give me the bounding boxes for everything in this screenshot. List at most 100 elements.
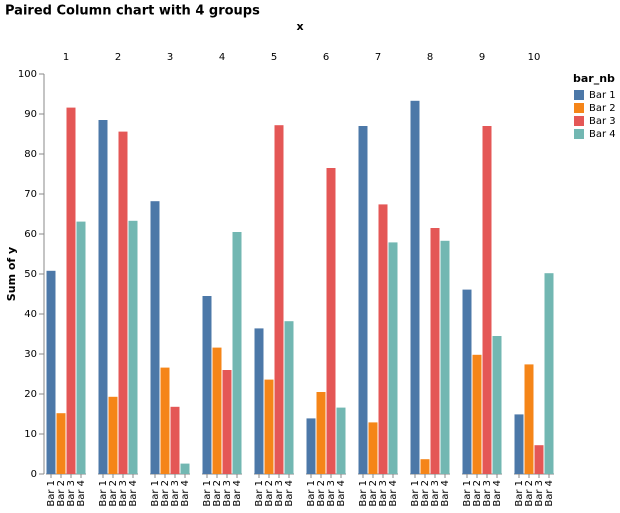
x-tick-label: Bar 2 bbox=[368, 480, 379, 507]
x-tick-label: Bar 1 bbox=[462, 480, 473, 507]
x-tick-label: Bar 4 bbox=[232, 480, 243, 507]
bar bbox=[368, 422, 378, 474]
column-header: 4 bbox=[219, 52, 225, 63]
x-tick-label: Bar 2 bbox=[316, 480, 327, 507]
x-tick-label: Bar 2 bbox=[472, 480, 483, 507]
bar bbox=[128, 220, 138, 474]
x-tick-label: Bar 4 bbox=[284, 480, 295, 507]
column-header: 2 bbox=[115, 52, 121, 63]
bar bbox=[440, 240, 450, 474]
bar bbox=[202, 296, 212, 474]
bar bbox=[222, 370, 232, 474]
y-tick-label: 100 bbox=[18, 69, 37, 80]
column-header: 1 bbox=[63, 52, 69, 63]
y-tick-label: 0 bbox=[31, 469, 37, 480]
bar bbox=[306, 418, 316, 474]
bar bbox=[98, 120, 108, 474]
bar bbox=[170, 406, 180, 474]
legend-label: Bar 4 bbox=[589, 129, 616, 140]
x-tick-label: Bar 3 bbox=[430, 480, 441, 507]
x-tick-label: Bar 4 bbox=[336, 480, 347, 507]
bar bbox=[284, 321, 294, 474]
legend-label: Bar 1 bbox=[589, 90, 616, 101]
bar bbox=[544, 273, 554, 474]
x-tick-label: Bar 1 bbox=[358, 480, 369, 507]
x-tick-label: Bar 2 bbox=[264, 480, 275, 507]
bar bbox=[378, 204, 388, 474]
bar bbox=[420, 459, 430, 474]
legend-label: Bar 2 bbox=[589, 103, 616, 114]
x-tick-label: Bar 3 bbox=[378, 480, 389, 507]
bar bbox=[160, 367, 170, 474]
legend-swatch bbox=[574, 116, 584, 126]
bar bbox=[76, 221, 86, 474]
bar bbox=[212, 347, 222, 474]
y-tick-label: 50 bbox=[24, 269, 37, 280]
bar bbox=[358, 126, 368, 474]
x-tick-label: Bar 4 bbox=[180, 480, 191, 507]
bar bbox=[150, 201, 160, 474]
x-tick-label: Bar 1 bbox=[514, 480, 525, 507]
x-tick-label: Bar 4 bbox=[440, 480, 451, 507]
x-tick-label: Bar 2 bbox=[524, 480, 535, 507]
x-tick-label: Bar 4 bbox=[388, 480, 399, 507]
x-tick-label: Bar 1 bbox=[306, 480, 317, 507]
x-tick-label: Bar 3 bbox=[118, 480, 129, 507]
x-tick-label: Bar 3 bbox=[170, 480, 181, 507]
x-tick-label: Bar 2 bbox=[212, 480, 223, 507]
bar bbox=[514, 414, 524, 474]
legend-swatch bbox=[574, 129, 584, 139]
bar bbox=[430, 228, 440, 474]
x-tick-label: Bar 1 bbox=[410, 480, 421, 507]
bar bbox=[326, 168, 336, 474]
x-tick-label: Bar 1 bbox=[98, 480, 109, 507]
x-tick-label: Bar 4 bbox=[76, 480, 87, 507]
bar bbox=[254, 328, 264, 474]
legend-label: Bar 3 bbox=[589, 116, 616, 127]
x-tick-label: Bar 4 bbox=[544, 480, 555, 507]
y-tick-label: 30 bbox=[24, 349, 37, 360]
column-header: 3 bbox=[167, 52, 173, 63]
legend-swatch bbox=[574, 90, 584, 100]
bar bbox=[336, 407, 346, 474]
chart-title: Paired Column chart with 4 groups bbox=[5, 4, 260, 19]
y-tick-label: 90 bbox=[24, 109, 37, 120]
bar bbox=[118, 131, 128, 474]
bar bbox=[462, 289, 472, 474]
legend-swatch bbox=[574, 103, 584, 113]
x-axis-title: x bbox=[296, 20, 303, 33]
x-tick-label: Bar 3 bbox=[66, 480, 77, 507]
x-tick-label: Bar 4 bbox=[128, 480, 139, 507]
column-header: 10 bbox=[528, 52, 541, 63]
x-tick-label: Bar 2 bbox=[420, 480, 431, 507]
bar bbox=[56, 413, 66, 474]
bar bbox=[232, 232, 242, 474]
x-tick-label: Bar 1 bbox=[150, 480, 161, 507]
x-tick-label: Bar 3 bbox=[482, 480, 493, 507]
x-tick-label: Bar 3 bbox=[222, 480, 233, 507]
y-axis-title: Sum of y bbox=[5, 247, 18, 301]
column-header: 9 bbox=[479, 52, 485, 63]
bar bbox=[482, 126, 492, 474]
x-tick-label: Bar 2 bbox=[108, 480, 119, 507]
x-tick-label: Bar 1 bbox=[46, 480, 57, 507]
bar bbox=[108, 396, 118, 474]
bar bbox=[316, 392, 326, 474]
y-tick-label: 10 bbox=[24, 429, 37, 440]
bar bbox=[46, 270, 56, 474]
x-tick-label: Bar 2 bbox=[56, 480, 67, 507]
bar bbox=[274, 125, 284, 474]
column-header: 8 bbox=[427, 52, 433, 63]
bar bbox=[388, 242, 398, 474]
bar bbox=[180, 463, 190, 474]
x-tick-label: Bar 4 bbox=[492, 480, 503, 507]
bar bbox=[410, 100, 420, 475]
column-header: 7 bbox=[375, 52, 381, 63]
bar bbox=[264, 379, 274, 474]
x-tick-label: Bar 2 bbox=[160, 480, 171, 507]
y-tick-label: 80 bbox=[24, 149, 37, 160]
x-tick-label: Bar 3 bbox=[534, 480, 545, 507]
y-tick-label: 40 bbox=[24, 309, 37, 320]
y-tick-label: 70 bbox=[24, 189, 37, 200]
